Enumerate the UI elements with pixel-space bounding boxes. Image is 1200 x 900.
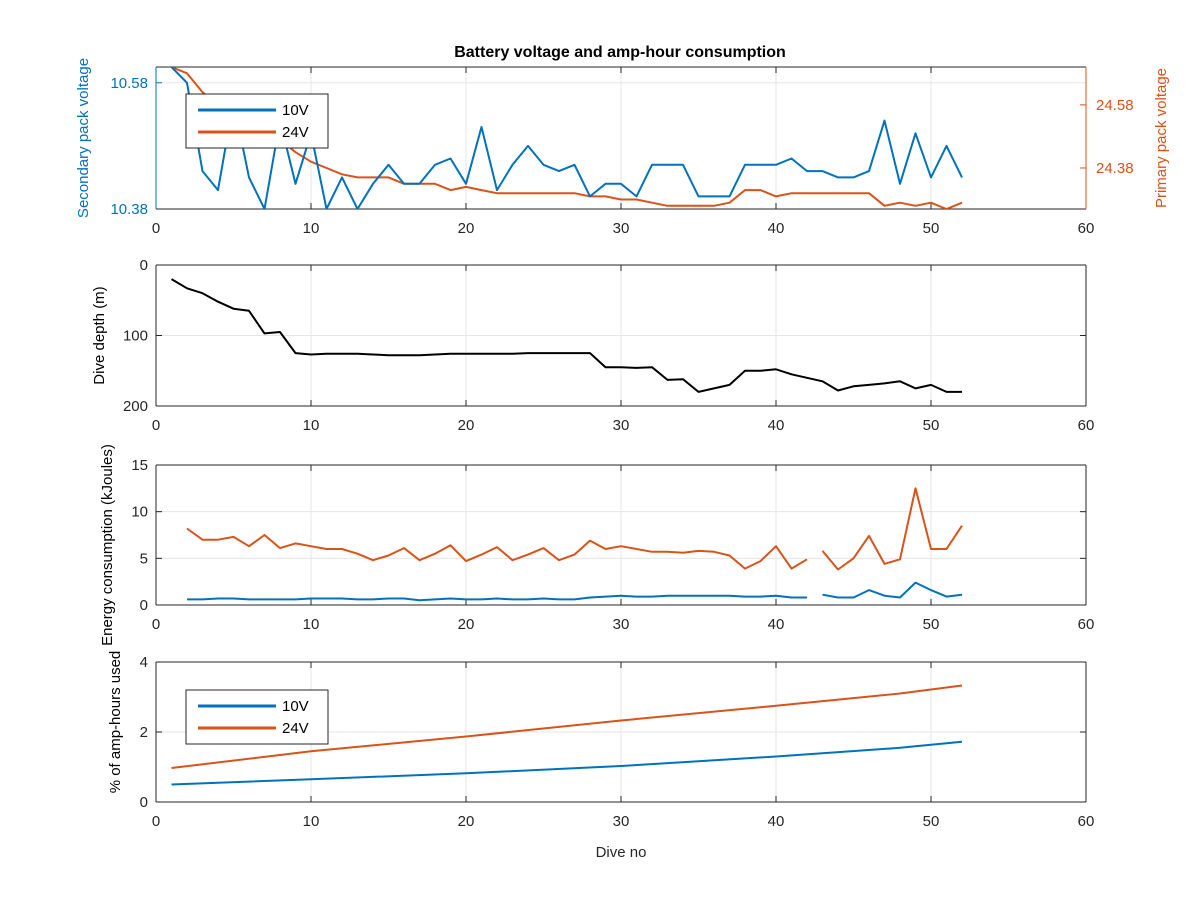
- series-line-24V: [171, 684, 963, 769]
- legend-label: 24V: [282, 720, 309, 737]
- figure-title: Battery voltage and amp-hour consumption: [454, 44, 786, 61]
- x-tick-label: 50: [923, 616, 940, 633]
- legend-label: 10V: [282, 102, 309, 119]
- x-tick-label: 30: [613, 417, 630, 434]
- x-tick-label: 60: [1078, 616, 1095, 633]
- plot-depth: 0 10 20 30 40 50 60 0 100 200 Dive depth (m): [91, 257, 1094, 434]
- y-axis-label: % of amp-hours used: [107, 651, 124, 794]
- y-tick-label: 10.58: [110, 75, 148, 92]
- x-tick-label: 50: [923, 813, 940, 830]
- series-line-energy-10V: [187, 581, 963, 602]
- y-axis-label-left: Secondary pack voltage: [75, 58, 92, 218]
- x-tick-label: 50: [923, 417, 940, 434]
- y-tick-label: 15: [131, 457, 148, 474]
- y-tick-label: 0: [140, 257, 148, 274]
- y-right-tick-label: 24.38: [1096, 160, 1134, 177]
- x-tick-label: 10: [303, 417, 320, 434]
- x-tick-label: 10: [303, 813, 320, 830]
- y-tick-label: 0: [140, 794, 148, 811]
- legend-box: [185, 689, 329, 745]
- x-tick-label: 30: [613, 220, 630, 237]
- y-tick-label: 200: [123, 398, 148, 415]
- y-axis-label: Dive depth (m): [91, 286, 108, 384]
- y-tick-label: 4: [140, 654, 148, 671]
- x-tick-label: 60: [1078, 417, 1095, 434]
- x-tick-label: 0: [152, 616, 160, 633]
- y-axis-label: Energy consumption (kJoules): [99, 444, 116, 646]
- x-tick-label: 50: [923, 220, 940, 237]
- series-line-10V: [170, 67, 963, 209]
- y-tick-label: 10.38: [110, 201, 148, 218]
- series-line-energy-24V: [186, 487, 963, 571]
- series-line-depth: [170, 278, 962, 393]
- x-tick-label: 20: [458, 220, 475, 237]
- plot-amp-hours: 0 10 20 30 40 50 60 0 2 4 % of amp-hours used Dive …: [107, 651, 1094, 861]
- x-tick-label: 40: [768, 616, 785, 633]
- series-line-10V: [171, 740, 963, 786]
- y-tick-label: 0: [140, 597, 148, 614]
- plot-energy: 0 10 20 30 40 50 60 0 5 10 15 Energy consumption (k…: [99, 444, 1094, 646]
- legend-label: 24V: [282, 124, 309, 141]
- x-tick-label: 20: [458, 616, 475, 633]
- x-tick-label: 40: [768, 813, 785, 830]
- series-group: [170, 67, 963, 209]
- y-right-tick-label: 24.58: [1096, 97, 1134, 114]
- legend-box: [185, 93, 329, 149]
- y-tick-label: 100: [123, 328, 148, 345]
- x-tick-label: 10: [303, 616, 320, 633]
- x-tick-label: 60: [1078, 813, 1095, 830]
- x-tick-label: 20: [458, 813, 475, 830]
- x-tick-label: 30: [613, 616, 630, 633]
- y-tick-label: 2: [140, 724, 148, 741]
- x-tick-label: 20: [458, 417, 475, 434]
- y-tick-label: 10: [131, 504, 148, 521]
- x-tick-label: 30: [613, 813, 630, 830]
- y-tick-label: 5: [140, 550, 148, 567]
- x-tick-label: 0: [152, 220, 160, 237]
- x-tick-label: 60: [1078, 220, 1095, 237]
- x-tick-label: 0: [152, 813, 160, 830]
- legend-label: 10V: [282, 698, 309, 715]
- x-tick-label: 40: [768, 220, 785, 237]
- x-tick-label: 0: [152, 417, 160, 434]
- x-axis-label: Dive no: [596, 844, 647, 861]
- plot-voltage: 0 10 20 30 40 50 60 10.38 10.58 24.38 24.58 Seconda…: [75, 58, 1170, 237]
- plots: 0 10 20 30 40 50 6010.3810.5824.3824.58Seconda…: [75, 58, 1170, 861]
- y-axis-label-right: Primary pack voltage: [1153, 68, 1170, 208]
- x-tick-label: 40: [768, 417, 785, 434]
- x-tick-label: 10: [303, 220, 320, 237]
